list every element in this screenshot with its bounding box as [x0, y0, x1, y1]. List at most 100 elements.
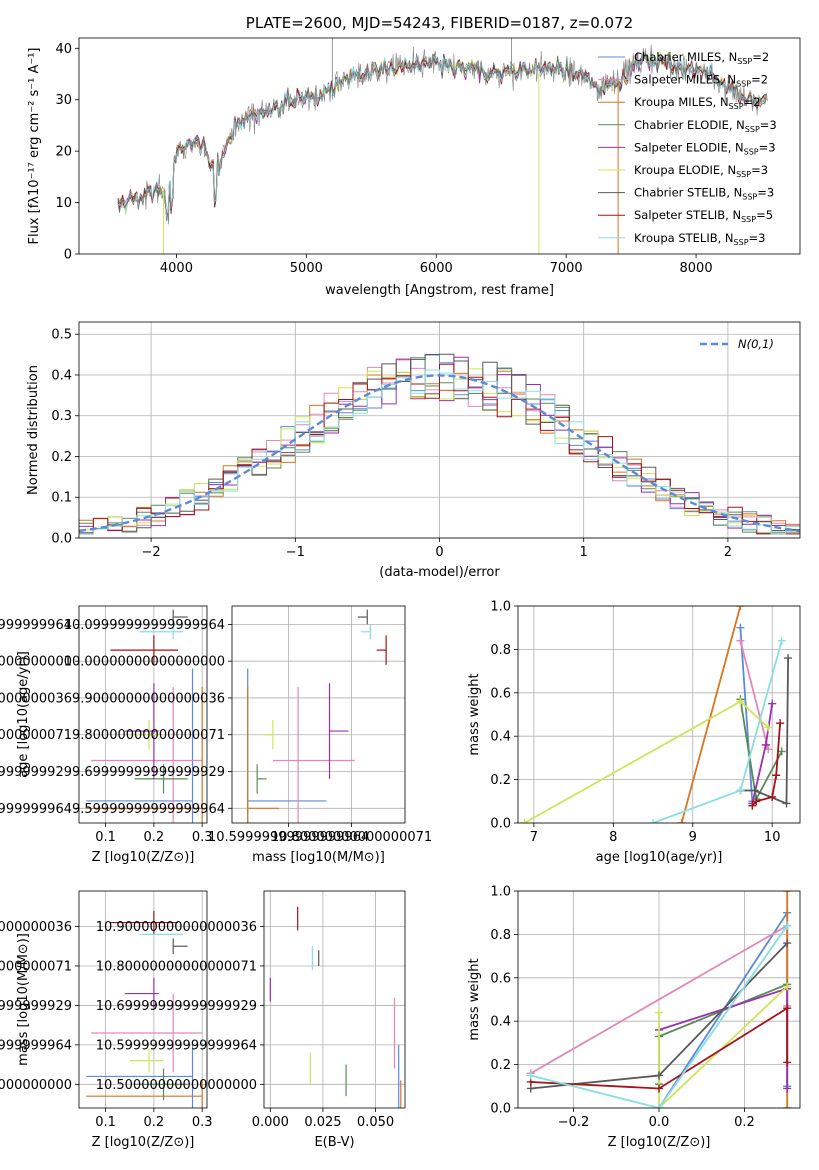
weight-line [739, 627, 754, 802]
x-tick-label: 0.025 [304, 1115, 341, 1130]
weight-marker [783, 1084, 792, 1093]
legend-entry: Kroupa ELODIE, NSSP=3 [634, 163, 768, 179]
legend-nssp: =2 [744, 95, 761, 109]
x-tick-label: 4000 [160, 261, 193, 276]
weight-marker [736, 697, 745, 706]
legend: Chabrier MILES, NSSP=2 Salpeter MILES, NS… [598, 50, 777, 247]
y-tick-label: 1.0 [490, 600, 511, 615]
x-axis-label: wavelength [Angstrom, rest frame] [325, 283, 554, 298]
y-tick-label: 0.6 [490, 686, 511, 701]
legend-nssp: =2 [752, 50, 769, 64]
x-tick-label: 0 [435, 545, 443, 560]
y-tick-label: 0.5 [51, 328, 72, 343]
weight-marker [764, 723, 773, 732]
y-tick-label: 10.69999999999999929 [0, 999, 72, 1014]
y-axis-label: Flux [fλ10⁻¹⁷ erg cm⁻² s⁻¹ A⁻¹] [27, 48, 42, 245]
y-tick-label: 0.0 [51, 532, 72, 547]
y-tick-label: 10.80000000000000071 [0, 959, 72, 974]
weight-marker [776, 719, 785, 728]
plot-area-residuals [79, 353, 800, 535]
weight-marker [649, 819, 658, 823]
y-tick-label: 9.80000000000000071 [0, 728, 72, 743]
axes-frame [78, 605, 208, 824]
y-tick-label: 10.59999999999999964 [96, 1038, 257, 1053]
weight-marker [736, 636, 745, 645]
y-tick-label: 10.90000000000000036 [0, 920, 72, 935]
y-tick-label: 9.59999999999999964 [72, 802, 225, 817]
plot-area-weight_vs_age [520, 606, 793, 823]
x-tick-label: 5000 [290, 261, 323, 276]
y-tick-label: 0.6 [490, 971, 511, 986]
y-tick-label: 0 [64, 248, 72, 263]
x-tick-label: 1 [580, 545, 588, 560]
y-tick-label: 0.8 [490, 643, 511, 658]
plot-area-weight_vs_Z [526, 891, 792, 1108]
panel-age_vs_Z: 0.1 0.2 0.3 9.59999999999999964 9.6999999999… [0, 605, 213, 865]
axes-frame [231, 605, 406, 824]
x-axis-label: Z [log10(Z/Z⊙)] [608, 1135, 711, 1150]
y-tick-label: 10.59999999999999964 [0, 1038, 72, 1053]
y-tick-label: 0.4 [51, 368, 72, 383]
weight-marker [783, 982, 792, 991]
weight-marker [783, 891, 792, 895]
x-axis-label: (data-model)/error [379, 565, 500, 580]
x-tick-label: 10 [764, 830, 781, 845]
y-tick-label: 0.0 [490, 817, 511, 832]
legend-nssp: =3 [749, 231, 766, 245]
x-axis-label: Z [log10(Z/Z⊙)] [92, 1135, 195, 1150]
legend-subscript: SSP [736, 80, 751, 89]
chart-title: PLATE=2600, MJD=54243, FIBERID=0187, z=0… [246, 14, 633, 32]
weight-marker [761, 740, 770, 749]
x-tick-label: 0.000 [252, 1115, 289, 1130]
y-tick-label: 40 [55, 42, 72, 57]
y-tick-label: 9.90000000000000036 [0, 691, 72, 706]
legend-nssp: =3 [759, 140, 776, 154]
y-tick-label: 0.3 [51, 409, 72, 424]
legend-entry: Kroupa STELIB, NSSP=3 [634, 231, 765, 247]
legend-subscript: SSP [741, 215, 756, 224]
y-tick-label: 10.50000000000000000 [0, 1078, 72, 1093]
legend-subscript: SSP [742, 193, 757, 202]
panel-mass_vs_ebv: 0.000 0.025 0.050 10.50000000000000000 10.59… [96, 890, 406, 1150]
y-tick-label: 0.4 [490, 1015, 511, 1030]
legend-nssp: =3 [760, 118, 777, 132]
y-tick-label: 10.69999999999999929 [96, 999, 257, 1014]
legend-nssp: =3 [751, 163, 768, 177]
y-tick-label: 0.2 [51, 450, 72, 465]
x-tick-label: −0.2 [558, 1115, 590, 1130]
panel-weight_vs_Z: −0.2 0.0 0.2 0.0 0.2 0.4 0.6 0.8 1.0 Z [log10(Z/Z… [467, 885, 801, 1150]
weight-marker [777, 747, 786, 756]
y-tick-label: 10 [55, 196, 72, 211]
legend-subscript: SSP [734, 238, 749, 247]
x-axis-label: mass [log10(M/M⊙)] [252, 850, 385, 865]
weight-marker [772, 771, 781, 780]
x-axis-label: E(B-V) [314, 1135, 354, 1150]
model-line [117, 49, 767, 221]
y-tick-label: 10.80000000000000071 [96, 959, 257, 974]
weight-marker [782, 799, 791, 808]
x-tick-label: 2 [724, 545, 732, 560]
y-tick-label: 0.1 [51, 491, 72, 506]
y-tick-label: 10.90000000000000036 [96, 920, 257, 935]
legend-nssp: =5 [756, 208, 773, 222]
x-tick-label: −2 [142, 545, 161, 560]
legend-entry: Chabrier MILES, NSSP=2 [634, 50, 769, 66]
x-tick-label: 10.80000000000000071 [271, 830, 432, 845]
weight-marker [655, 1104, 663, 1108]
x-tick-label: 0.1 [95, 1115, 116, 1130]
plot-area-mass_vs_ebv [269, 906, 402, 1108]
weight-marker [655, 1008, 663, 1017]
x-tick-label: −1 [286, 545, 305, 560]
legend-subscript: SSP [736, 170, 751, 179]
weight-marker [655, 1071, 663, 1080]
x-tick-label: 0.2 [144, 1115, 165, 1130]
legend-entry: Chabrier ELODIE, NSSP=3 [634, 118, 777, 134]
y-tick-label: 9.90000000000000036 [72, 691, 225, 706]
y-tick-label: 10.09999999999999964 [64, 618, 225, 633]
legend-nssp: =2 [751, 73, 768, 87]
weight-marker [783, 1104, 792, 1108]
y-tick-label: 1.0 [490, 885, 511, 900]
weight-line [739, 640, 770, 750]
plot-area-spectrum [117, 38, 768, 254]
weight-line [658, 985, 788, 1108]
